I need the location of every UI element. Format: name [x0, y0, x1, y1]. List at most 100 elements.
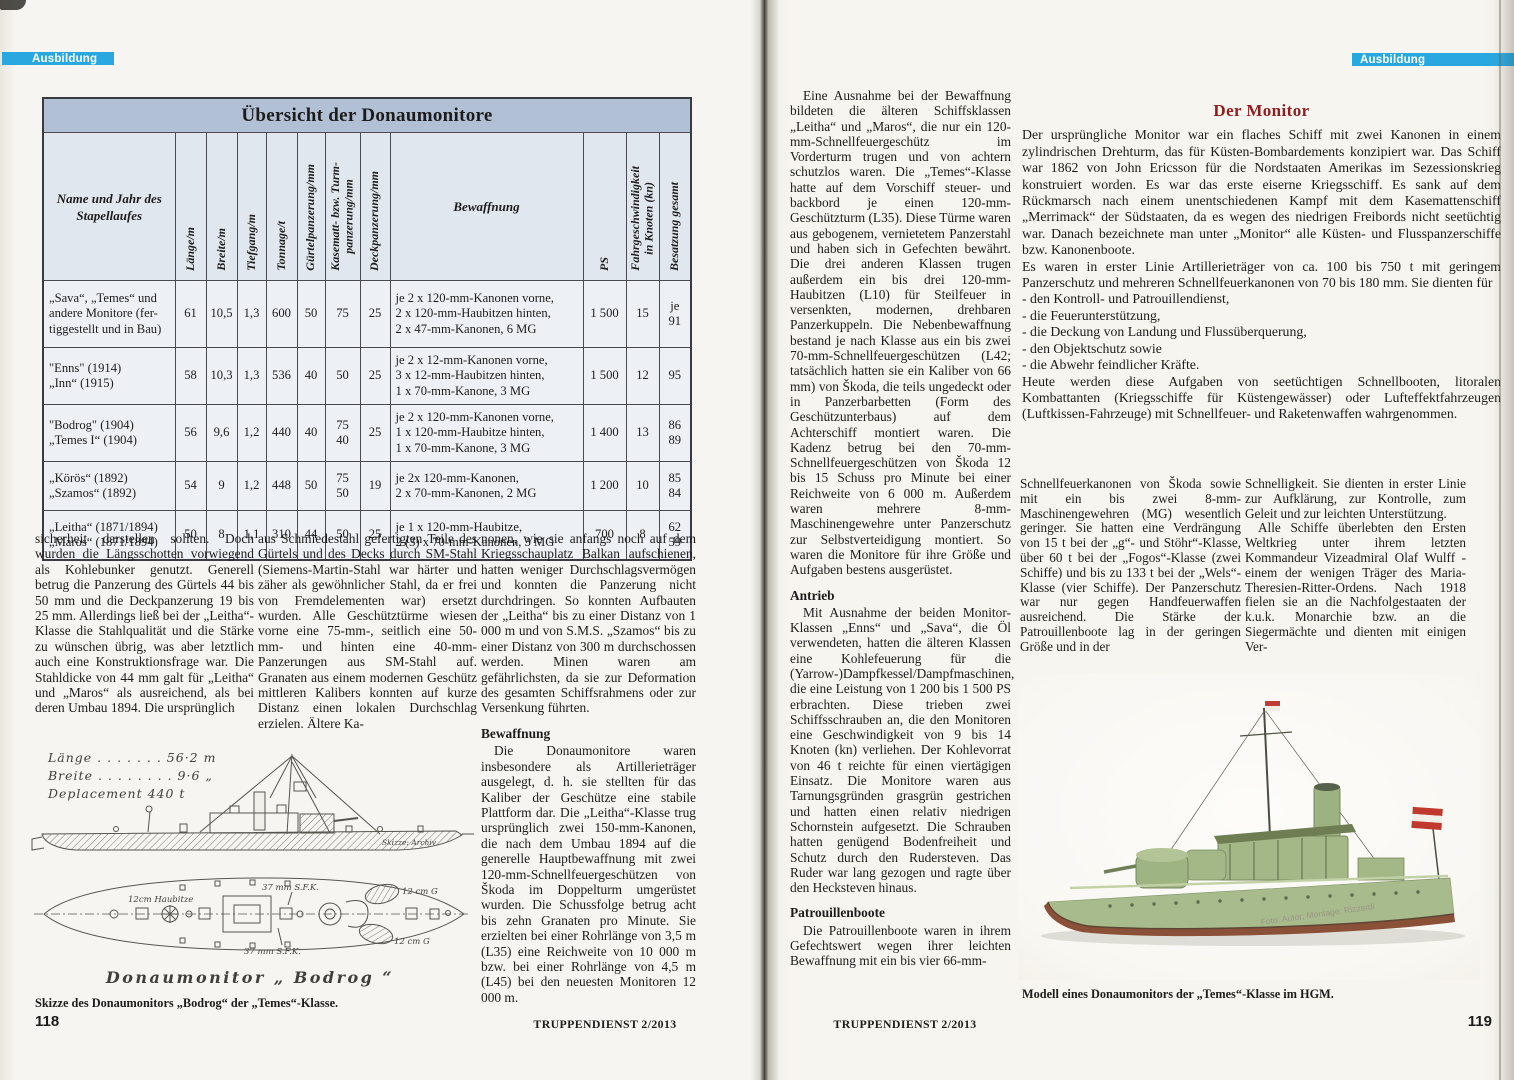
table-row: „Leitha“ (1871/1894) „Maros“ (1871/1894)… — [42, 510, 692, 561]
heading-antrieb: Antrieb — [790, 587, 835, 603]
cell-fahrt: 10 — [625, 461, 660, 511]
section-bar-left: Ausbildung — [2, 52, 114, 65]
paragraph: Schnellfeuerkanonen von Škoda sowie mit … — [1020, 476, 1241, 654]
page-right-edge — [1494, 0, 1514, 1080]
left-column-1: sicherheit darstellen sollten. Doch wurd… — [35, 531, 254, 716]
col-header-kasemattpanzerung: Kasematt- bzw. Turm- panzerung/mm — [324, 132, 361, 281]
cell-breite: 8 — [205, 510, 238, 561]
cell-laenge: 50 — [174, 510, 207, 561]
cell-deck: 25 — [359, 280, 391, 348]
paragraph: nonen, wie sie anfangs noch auf dem Krie… — [481, 531, 696, 716]
cell-laenge: 56 — [174, 404, 207, 462]
cell-fahrt: 12 — [625, 347, 660, 405]
cell-guertel: 50 — [296, 280, 326, 348]
cell-guertel: 40 — [296, 347, 326, 405]
heading-patrouillenboote: Patrouillenboote — [790, 905, 885, 921]
cell-fahrt: 8 — [625, 510, 660, 561]
model-ship-photo: Foto: Autor; Montage: Rizzardi — [1018, 674, 1480, 980]
der-monitor-infobox: Der Monitor Der ursprüngliche Monitor wa… — [1022, 101, 1501, 423]
col-header-guertelpanzerung: Gürtelpanzerung/mm — [296, 132, 326, 281]
paragraph: Die Patrouillenboote waren in ihrem Gefe… — [790, 922, 1011, 969]
left-column-3: nonen, wie sie anfangs noch auf dem Krie… — [481, 531, 696, 1005]
col-header-name: Name und Jahr des Stapellaufes — [42, 132, 176, 281]
sketch-label-12cm-top: 12 cm G — [402, 887, 438, 897]
sketch-label-sfk-top: 37 mm S.F.K. — [262, 883, 319, 893]
cell-laenge: 61 — [174, 280, 207, 348]
cell-tonnage: 310 — [265, 510, 298, 561]
left-column-2: aus Schmiedestahl gefertigten Teile des … — [258, 531, 477, 731]
sketch-side-view — [31, 753, 474, 851]
cell-ps: 700 — [582, 510, 627, 561]
paragraph: aus Schmiedestahl gefertigten Teile des … — [258, 531, 477, 731]
right-column-1: Eine Ausnahme bei der Bewaffnung bildete… — [790, 88, 1015, 969]
cell-tiefgang: 1,3 — [236, 347, 267, 405]
col-header-fahrgeschwindigkeit: Fahrgeschwindigkeit in Knoten (kn) — [625, 132, 660, 281]
cell-fahrt: 15 — [625, 280, 660, 348]
right-column-a: Schnellfeuerkanonen von Škoda sowie mit … — [1020, 476, 1241, 655]
col-header-tiefgang: Tiefgang/m — [236, 132, 267, 281]
paragraph: Schnelligkeit. Sie dienten in erster Lin… — [1245, 476, 1466, 521]
col-header-tonnage: Tonnage/t — [265, 132, 298, 281]
cell-tonnage: 448 — [265, 461, 298, 511]
monitor-overview-table: Übersicht der Donaumonitore Name und Jah… — [42, 97, 693, 561]
austrian-flag — [1411, 806, 1443, 830]
cell-bewaffnung: je 2 x 120-mm-Kanonen vorne, 1 x 120-mm-… — [389, 404, 584, 462]
paragraph: Alle Schiffe überlebten den Ersten Weltk… — [1245, 520, 1466, 654]
cell-name: „Sava“, „Temes“ und andere Monitore (fer… — [42, 280, 176, 348]
sketch-label-12cm-bottom: 12 cm G — [394, 937, 430, 947]
cell-ps: 1 500 — [582, 347, 627, 405]
col-header-laenge: Länge/m — [174, 132, 207, 281]
cell-tiefgang: 1,2 — [236, 461, 267, 511]
col-header-deckpanzerung: Deckpanzerung/mm — [359, 132, 391, 281]
section-label-left: Ausbildung — [32, 52, 98, 65]
cell-besatzung: je 91 — [658, 280, 692, 348]
cell-breite: 10,3 — [205, 347, 238, 405]
paragraph: Mit Ausnahme der beiden Monitor-Klassen … — [790, 604, 1015, 896]
right-column-b: Schnelligkeit. Sie dienten in erster Lin… — [1245, 476, 1466, 655]
col-header-breite: Breite/m — [205, 132, 238, 281]
cell-guertel: 50 — [296, 461, 326, 511]
page-edge-line — [1499, 0, 1501, 1080]
cell-breite: 9,6 — [205, 404, 238, 462]
cell-name: „Leitha“ (1871/1894) „Maros“ (1871/1894) — [42, 510, 176, 561]
infobox-title: Der Monitor — [1213, 101, 1310, 120]
col-header-ps: PS — [582, 132, 627, 281]
sketch-dim-breite: Breite . . . . . . . . 9·6 „ — [47, 768, 213, 783]
cell-bewaffnung: je 2x 120-mm-Kanonen, 2 x 70-mm-Kanonen,… — [389, 461, 584, 511]
page-fold — [750, 0, 778, 1080]
table-row: "Enns" (1914) „Inn“ (1915) 58 10,3 1,3 5… — [42, 347, 692, 405]
cell-breite: 10,5 — [205, 280, 238, 348]
cell-laenge: 54 — [174, 461, 207, 511]
col-header-bewaffnung: Bewaffnung — [389, 132, 584, 281]
cell-ps: 1 200 — [582, 461, 627, 511]
section-bar-right: Ausbildung — [1352, 53, 1514, 66]
cell-bewaffnung: je 2 x 120-mm-Kanonen vorne, 2 x 120-mm-… — [389, 280, 584, 348]
cell-kasematt: 50 — [324, 347, 361, 405]
scan-speck — [0, 0, 26, 10]
cell-deck: 19 — [359, 461, 391, 511]
infobox-paragraph-bullets: Es waren in erster Linie Artillerieträge… — [1022, 258, 1501, 422]
cell-kasematt: 75 50 — [324, 461, 361, 511]
cell-laenge: 58 — [174, 347, 207, 405]
cell-ps: 1 400 — [582, 404, 627, 462]
sketch-label-haubitze: 12cm Haubitze — [128, 895, 193, 905]
cell-bewaffnung: je 2 x 12-mm-Kanonen vorne, 3 x 12-mm-Ha… — [389, 347, 584, 405]
cell-tonnage: 536 — [265, 347, 298, 405]
cell-kasematt: 75 40 — [324, 404, 361, 462]
paragraph: sicherheit darstellen sollten. Doch wurd… — [35, 531, 254, 716]
sketch-caption: Skizze des Donaumonitors „Bodrog“ der „T… — [35, 996, 339, 1010]
cell-tiefgang: 1,2 — [236, 404, 267, 462]
journal-footer-right: TRUPPENDIENST 2/2013 — [833, 1017, 977, 1031]
section-label-right: Ausbildung — [1360, 53, 1426, 66]
cell-deck: 25 — [359, 510, 391, 561]
cell-tiefgang: 1,3 — [236, 280, 267, 348]
journal-footer-left: TRUPPENDIENST 2/2013 — [533, 1017, 677, 1031]
cell-deck: 25 — [359, 347, 391, 405]
table-row: „Sava“, „Temes“ und andere Monitore (fer… — [42, 280, 692, 348]
cell-besatzung: 62 59 — [658, 510, 692, 561]
sketch-dim-deplacement: Deplacement 440 t — [47, 786, 185, 801]
table-row: "Bodrog" (1904) „Temes I“ (1904) 56 9,6 … — [42, 404, 692, 462]
cell-fahrt: 13 — [625, 404, 660, 462]
heading-bewaffnung: Bewaffnung — [481, 725, 551, 741]
